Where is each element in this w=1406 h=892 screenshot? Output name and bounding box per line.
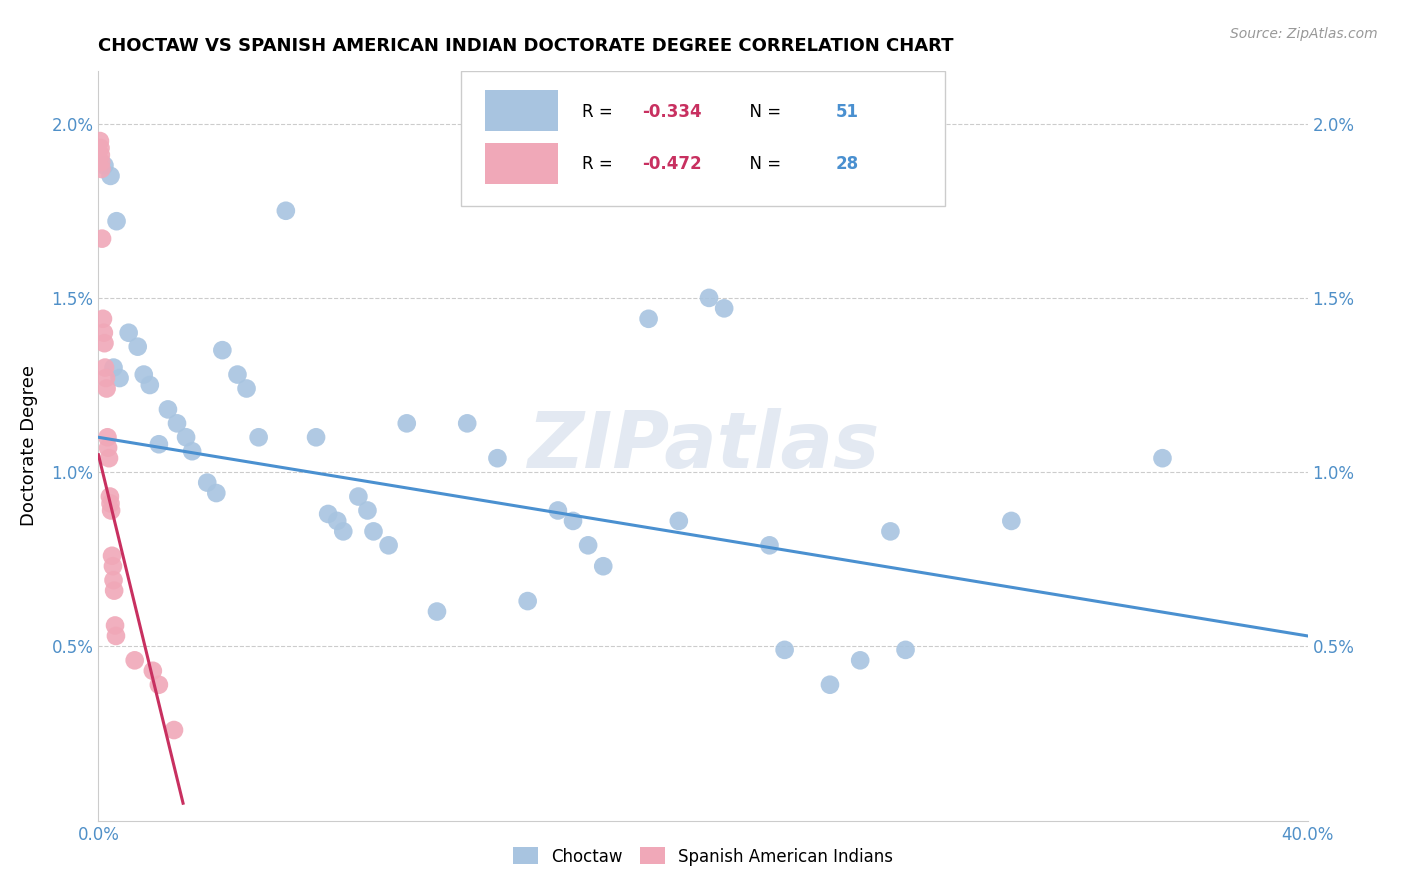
FancyBboxPatch shape	[485, 143, 558, 184]
Text: ZIPatlas: ZIPatlas	[527, 408, 879, 484]
Point	[148, 437, 170, 451]
Point	[377, 538, 399, 552]
Point	[94, 360, 117, 375]
Point	[226, 368, 249, 382]
Point	[211, 343, 233, 358]
Point	[332, 524, 354, 539]
Point	[879, 524, 901, 539]
Point	[456, 417, 478, 431]
Point	[124, 653, 146, 667]
Point	[94, 371, 117, 385]
Point	[562, 514, 585, 528]
Point	[90, 148, 112, 162]
Point	[516, 594, 538, 608]
Point	[91, 232, 114, 246]
Point	[100, 503, 122, 517]
Point	[274, 203, 297, 218]
Point	[89, 134, 111, 148]
Point	[91, 311, 114, 326]
Text: R =: R =	[582, 103, 619, 120]
Point	[93, 336, 115, 351]
Point	[103, 573, 125, 587]
Point	[697, 291, 720, 305]
Point	[93, 326, 115, 340]
Point	[90, 155, 112, 169]
Point	[235, 382, 257, 396]
Point	[104, 618, 127, 632]
Point	[592, 559, 614, 574]
Point	[356, 503, 378, 517]
Point	[326, 514, 349, 528]
Point	[163, 723, 186, 737]
Point	[166, 417, 188, 431]
Point	[316, 507, 339, 521]
Point	[103, 360, 125, 375]
Point	[849, 653, 872, 667]
Point	[713, 301, 735, 316]
Point	[101, 559, 124, 574]
Point	[205, 486, 228, 500]
Point	[305, 430, 328, 444]
Point	[181, 444, 204, 458]
Point	[1152, 451, 1174, 466]
Point	[195, 475, 218, 490]
Point	[637, 311, 659, 326]
Point	[773, 643, 796, 657]
Point	[96, 430, 118, 444]
Point	[105, 214, 128, 228]
Point	[148, 678, 170, 692]
Point	[100, 169, 122, 183]
Point	[174, 430, 197, 444]
Text: Source: ZipAtlas.com: Source: ZipAtlas.com	[1230, 27, 1378, 41]
Text: N =: N =	[740, 103, 786, 120]
Point	[96, 382, 118, 396]
Text: -0.472: -0.472	[643, 155, 702, 173]
Point	[363, 524, 385, 539]
Point	[98, 490, 121, 504]
Legend: Choctaw, Spanish American Indians: Choctaw, Spanish American Indians	[506, 841, 900, 872]
Text: 51: 51	[837, 103, 859, 120]
FancyBboxPatch shape	[485, 90, 558, 131]
Text: -0.334: -0.334	[643, 103, 702, 120]
Point	[139, 378, 162, 392]
Point	[818, 678, 841, 692]
Point	[108, 371, 131, 385]
Text: R =: R =	[582, 155, 619, 173]
Point	[104, 629, 127, 643]
Text: 28: 28	[837, 155, 859, 173]
Point	[142, 664, 165, 678]
Point	[576, 538, 599, 552]
Point	[90, 161, 112, 176]
Point	[118, 326, 141, 340]
Point	[93, 158, 115, 172]
Point	[894, 643, 917, 657]
Point	[486, 451, 509, 466]
Point	[98, 451, 121, 466]
Point	[758, 538, 780, 552]
Point	[156, 402, 179, 417]
Text: CHOCTAW VS SPANISH AMERICAN INDIAN DOCTORATE DEGREE CORRELATION CHART: CHOCTAW VS SPANISH AMERICAN INDIAN DOCTO…	[98, 37, 953, 54]
Y-axis label: Doctorate Degree: Doctorate Degree	[20, 366, 38, 526]
Point	[101, 549, 124, 563]
Point	[1000, 514, 1022, 528]
Point	[347, 490, 370, 504]
Point	[100, 496, 122, 510]
Point	[247, 430, 270, 444]
Point	[132, 368, 155, 382]
Point	[127, 340, 149, 354]
Point	[103, 583, 125, 598]
Text: N =: N =	[740, 155, 786, 173]
Point	[547, 503, 569, 517]
Point	[90, 141, 112, 155]
FancyBboxPatch shape	[461, 71, 945, 206]
Point	[395, 417, 418, 431]
Point	[668, 514, 690, 528]
Point	[97, 441, 120, 455]
Point	[426, 605, 449, 619]
